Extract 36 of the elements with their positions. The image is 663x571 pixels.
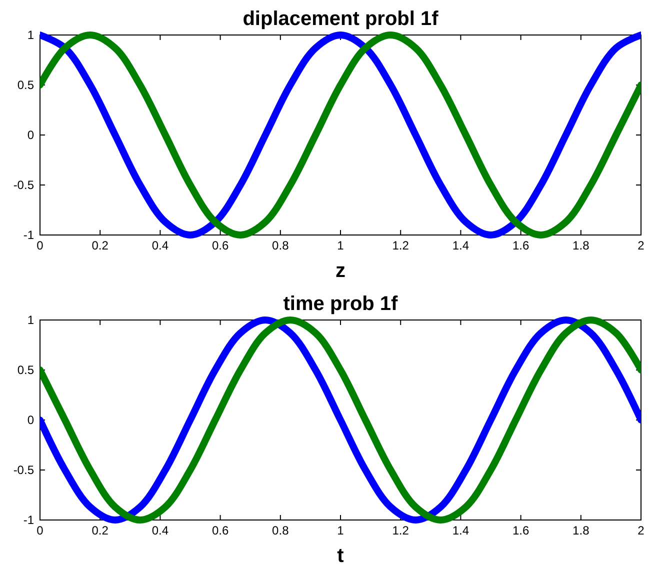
x-tick-label: 0.2 (92, 238, 109, 253)
x-tick-label: 0.8 (272, 238, 290, 253)
y-tick-label: -0.5 (13, 462, 34, 477)
x-tick-label: 1.8 (572, 524, 590, 538)
x-tick-label: 1.4 (452, 238, 470, 253)
x-tick-label: 2 (638, 524, 645, 538)
x-tick-label: 0.8 (272, 524, 290, 538)
y-tick-label: 1 (27, 312, 34, 327)
y-tick-label: 0 (27, 412, 34, 427)
x-tick-label: 2 (638, 238, 645, 253)
y-tick-label: -1 (23, 228, 34, 242)
x-tick-label: 0.6 (212, 238, 229, 253)
y-tick-label: 0 (27, 128, 34, 142)
x-axis-title: z (336, 260, 346, 282)
x-tick-label: 1.2 (392, 524, 410, 538)
x-tick-label: 1.2 (392, 238, 410, 253)
x-tick-label: 0 (36, 238, 44, 253)
y-tick-label: -0.5 (13, 178, 34, 192)
x-tick-label: 1.6 (512, 524, 530, 538)
x-tick-label: 0.6 (212, 524, 229, 538)
x-tick-label: 0.2 (92, 524, 109, 538)
x-tick-label: 0 (36, 524, 44, 538)
y-tick-label: -1 (23, 512, 34, 527)
y-tick-label: 0.5 (17, 362, 34, 377)
x-tick-label: 0.4 (152, 238, 169, 253)
chart-title: time prob 1f (283, 293, 398, 315)
x-tick-label: 1 (337, 238, 344, 253)
chart-title: diplacement probl 1f (242, 8, 439, 30)
y-tick-label: 0.5 (17, 78, 34, 92)
x-tick-label: 1.4 (452, 524, 470, 538)
x-tick-label: 1 (337, 524, 344, 538)
y-tick-label: 1 (27, 28, 34, 42)
x-tick-label: 1.6 (512, 238, 530, 253)
x-tick-label: 0.4 (152, 524, 169, 538)
x-axis-title: t (337, 545, 344, 567)
x-tick-label: 1.8 (572, 238, 590, 253)
